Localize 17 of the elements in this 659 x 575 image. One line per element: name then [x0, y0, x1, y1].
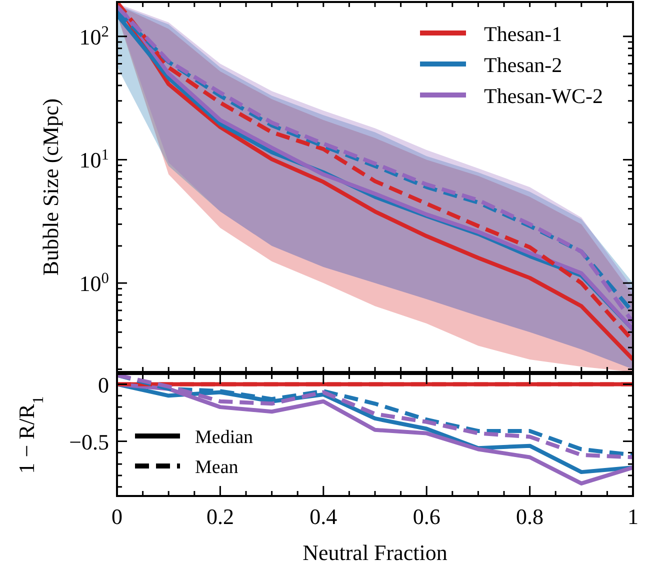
x-tick-label: 1	[628, 504, 638, 529]
legend-label: Thesan-2	[484, 53, 562, 77]
x-tick-label: 0.6	[412, 504, 440, 529]
y-tick-label: 10$^{2}$	[79, 22, 109, 50]
annotation: Median	[195, 427, 254, 448]
legend-label: Thesan-WC-2	[484, 84, 603, 108]
x-tick-label: 0.2	[206, 504, 234, 529]
y-tick-label: 10$^{0}$	[79, 270, 110, 296]
x-tick-label: 0.8	[516, 504, 544, 529]
x-tick-label: 0.4	[310, 504, 338, 529]
y-tick-label: 10$^{1}$	[79, 146, 109, 173]
legend-label: Thesan-1	[484, 22, 562, 46]
y-tick-label: 0	[98, 372, 109, 398]
y-tick-label: −0.5	[69, 429, 109, 454]
y-axis-title: Bubble Size (cMpc)	[38, 98, 63, 276]
x-axis-title: Neutral Fraction	[302, 540, 448, 565]
annotation: Mean	[195, 457, 239, 478]
